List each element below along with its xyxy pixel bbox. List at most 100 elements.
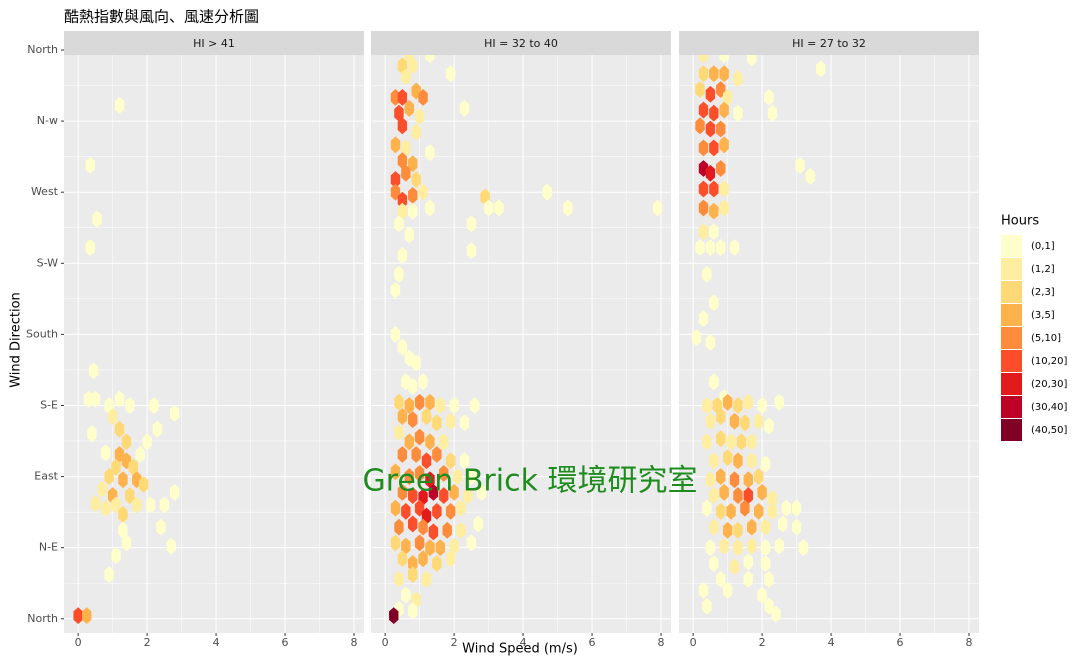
hex bbox=[722, 88, 733, 106]
hex bbox=[401, 586, 411, 604]
hex bbox=[418, 373, 428, 391]
hex bbox=[733, 539, 743, 557]
hex bbox=[733, 397, 743, 414]
strip-label: HI = 32 to 40 bbox=[484, 37, 558, 50]
x-tick-label: 4 bbox=[828, 636, 835, 649]
legend-key bbox=[1001, 373, 1022, 395]
hex bbox=[743, 570, 754, 588]
hex bbox=[390, 171, 401, 188]
hex bbox=[740, 414, 750, 432]
hex bbox=[104, 566, 114, 583]
hex bbox=[757, 586, 767, 604]
hex bbox=[394, 423, 404, 441]
y-tick-label: S-E bbox=[40, 398, 58, 411]
hex bbox=[118, 471, 128, 489]
hex bbox=[425, 433, 435, 451]
hex bbox=[159, 496, 170, 514]
hex bbox=[401, 68, 411, 86]
hex bbox=[121, 433, 132, 451]
x-tick-label: 4 bbox=[213, 636, 220, 649]
hex bbox=[408, 186, 418, 204]
hex bbox=[111, 547, 121, 564]
hex bbox=[169, 404, 180, 422]
hex bbox=[411, 171, 421, 188]
hex bbox=[421, 452, 432, 470]
hex bbox=[401, 164, 411, 182]
hex bbox=[111, 496, 121, 514]
y-tick-label: South bbox=[26, 327, 58, 340]
hex bbox=[408, 555, 418, 572]
hex bbox=[394, 393, 404, 411]
hex bbox=[719, 65, 729, 83]
hex bbox=[736, 433, 747, 451]
hex bbox=[390, 136, 401, 154]
strip-background bbox=[679, 31, 979, 55]
hex bbox=[764, 570, 774, 588]
hex bbox=[698, 139, 709, 157]
hex bbox=[722, 581, 733, 599]
hex bbox=[408, 202, 418, 220]
hex bbox=[705, 333, 716, 351]
hex bbox=[414, 107, 425, 125]
hex bbox=[411, 446, 421, 463]
legend-label: (40,50] bbox=[1031, 425, 1068, 436]
hex bbox=[816, 60, 826, 78]
hex bbox=[169, 483, 180, 501]
y-axis-title: Wind Direction bbox=[9, 292, 24, 388]
hex bbox=[418, 88, 428, 106]
hex bbox=[445, 550, 456, 568]
hex bbox=[408, 602, 418, 620]
hex bbox=[92, 210, 102, 228]
hex bbox=[394, 104, 404, 122]
hex bbox=[494, 199, 504, 217]
hex bbox=[781, 499, 791, 517]
hex bbox=[702, 597, 712, 615]
hex bbox=[452, 468, 463, 485]
hex bbox=[709, 202, 719, 220]
hex bbox=[428, 483, 439, 501]
hex bbox=[740, 499, 750, 517]
hex bbox=[698, 101, 709, 119]
legend-label: (5,10] bbox=[1031, 333, 1061, 344]
hex bbox=[542, 183, 552, 201]
hex bbox=[795, 156, 805, 174]
legend-key bbox=[1001, 350, 1022, 372]
hex bbox=[101, 499, 111, 517]
hex bbox=[425, 144, 435, 162]
watermark: Green Brick 環境研究室 bbox=[362, 464, 697, 499]
hex bbox=[390, 463, 401, 481]
hex bbox=[397, 202, 408, 220]
hex bbox=[733, 70, 743, 87]
hex bbox=[774, 393, 785, 411]
hex bbox=[88, 362, 99, 380]
hex bbox=[716, 408, 726, 425]
hex bbox=[709, 223, 719, 241]
hex bbox=[97, 480, 107, 498]
hex bbox=[401, 537, 411, 555]
legend-label: (20,30] bbox=[1031, 379, 1068, 390]
hex bbox=[753, 412, 764, 430]
x-tick-label: 2 bbox=[451, 636, 458, 649]
hex bbox=[432, 502, 442, 520]
strip-label: HI > 41 bbox=[193, 37, 235, 50]
x-tick-label: 4 bbox=[520, 636, 527, 649]
hex bbox=[408, 155, 418, 173]
hex bbox=[466, 468, 477, 485]
hex bbox=[445, 412, 456, 430]
hex bbox=[449, 483, 459, 501]
x-tick-label: 0 bbox=[75, 636, 82, 649]
hex bbox=[397, 483, 408, 501]
hex bbox=[791, 499, 802, 517]
hex bbox=[760, 539, 771, 557]
hex bbox=[716, 502, 726, 520]
hex bbox=[698, 180, 709, 198]
hex bbox=[118, 521, 128, 539]
hex bbox=[145, 496, 156, 514]
hex bbox=[85, 156, 95, 174]
hex bbox=[90, 390, 101, 408]
legend-key bbox=[1001, 327, 1022, 349]
hex bbox=[709, 294, 719, 312]
hex bbox=[709, 373, 719, 391]
legend-key bbox=[1001, 419, 1022, 441]
hex bbox=[408, 487, 418, 504]
